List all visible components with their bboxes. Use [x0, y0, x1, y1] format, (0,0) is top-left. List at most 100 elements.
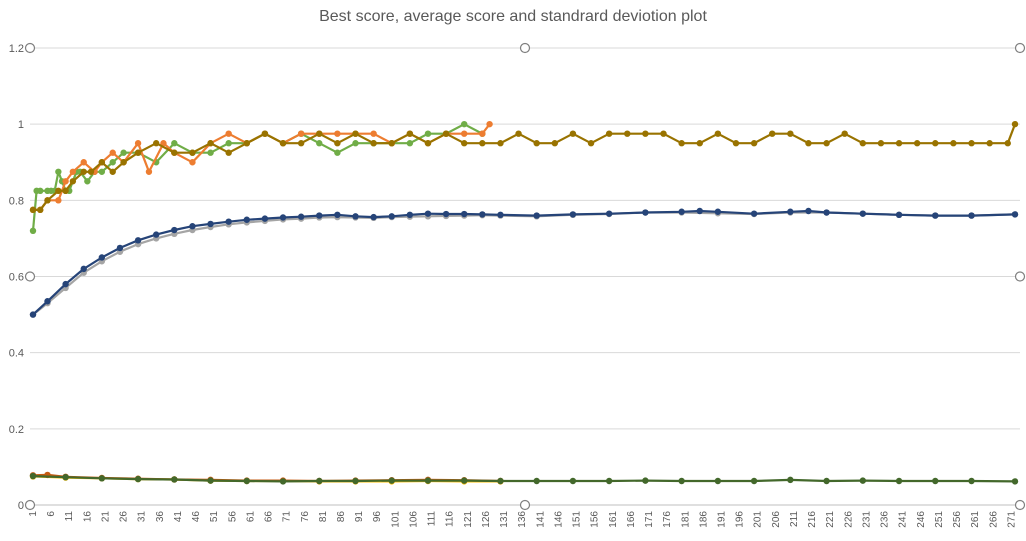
data-point [714, 477, 722, 485]
data-point [84, 178, 91, 185]
x-axis: 1 6 11 16 21 26 31 36 41 46 51 56 61 66 71 76 81 86 91 96 10… [28, 504, 1020, 528]
data-point [207, 140, 214, 147]
resize-handle[interactable] [24, 499, 36, 511]
data-point [352, 140, 359, 147]
data-point [696, 140, 703, 147]
resize-handle[interactable] [1014, 42, 1026, 54]
data-point [750, 477, 758, 485]
data-point [334, 130, 341, 137]
x-tick-label: 66 [264, 511, 275, 523]
x-tick-label: 246 [916, 511, 927, 528]
data-point [98, 475, 106, 482]
y-axis-ticks: 0 0.2 0.4 0.6 0.8 1 1.2 [9, 43, 24, 512]
data-point [823, 209, 830, 216]
data-point [29, 206, 37, 214]
data-point [55, 168, 62, 175]
data-point [297, 213, 305, 220]
data-point [87, 168, 95, 175]
series-line [32, 475, 1016, 483]
data-point [29, 227, 37, 234]
y-tick-label: 0.8 [9, 195, 24, 207]
resize-handle[interactable] [24, 271, 36, 282]
selection-handles[interactable] [24, 42, 1026, 511]
data-point [461, 210, 468, 218]
data-point [62, 280, 69, 288]
data-point [55, 187, 62, 195]
data-point [551, 140, 559, 147]
data-point [678, 140, 685, 147]
x-tick-label: 136 [517, 511, 528, 528]
data-point [968, 477, 975, 485]
resize-handle[interactable] [1014, 271, 1026, 282]
data-point [261, 215, 269, 222]
data-point [424, 130, 432, 137]
data-point [55, 197, 62, 204]
data-point [334, 140, 341, 147]
data-point [968, 140, 975, 147]
data-point [696, 207, 703, 215]
data-point [388, 477, 395, 484]
data-point [1011, 120, 1019, 128]
y-tick-label: 1.2 [9, 43, 24, 55]
data-point [424, 140, 432, 147]
data-point [497, 211, 504, 219]
data-point [109, 149, 116, 156]
data-point [1011, 211, 1019, 218]
data-point [171, 149, 178, 156]
data-point [533, 140, 540, 147]
x-tick-label: 46 [191, 511, 202, 523]
data-point [497, 140, 504, 147]
x-tick-label: 151 [572, 511, 583, 528]
y-tick-label: 0.2 [9, 424, 24, 436]
x-tick-label: 21 [100, 511, 111, 523]
x-tick-label: 271 [1006, 511, 1017, 528]
x-tick-label: 171 [644, 511, 655, 528]
data-point [80, 168, 87, 175]
data-point [189, 149, 196, 156]
data-point [171, 226, 178, 234]
data-point [486, 120, 493, 128]
series-4 [29, 207, 1019, 318]
x-tick-label: 211 [789, 511, 800, 527]
x-tick-label: 16 [82, 511, 93, 523]
y-tick-label: 0.4 [9, 348, 24, 360]
x-tick-label: 101 [390, 511, 401, 528]
data-point [913, 140, 921, 147]
series-7 [29, 472, 1019, 485]
data-point [243, 216, 250, 223]
data-point [714, 208, 722, 215]
data-point [207, 149, 214, 156]
data-point [406, 140, 414, 147]
data-point [334, 211, 341, 219]
resize-handle[interactable] [1014, 499, 1026, 511]
data-point [895, 211, 903, 219]
x-tick-label: 76 [300, 511, 311, 523]
data-point [714, 130, 722, 137]
data-point [44, 197, 51, 204]
x-tick-label: 186 [698, 511, 709, 528]
data-point [134, 475, 142, 483]
x-tick-label: 36 [155, 511, 166, 523]
x-tick-label: 196 [735, 511, 746, 528]
x-tick-label: 11 [64, 511, 75, 522]
data-point [461, 120, 468, 128]
x-tick-label: 176 [662, 511, 673, 528]
data-point [406, 211, 414, 219]
data-point [605, 210, 613, 217]
x-tick-label: 41 [173, 511, 184, 523]
data-point [69, 178, 77, 185]
data-point [134, 140, 142, 147]
data-point [352, 213, 359, 220]
data-point [80, 265, 87, 273]
x-tick-label: 166 [626, 511, 637, 528]
resize-handle[interactable] [519, 499, 531, 511]
resize-handle[interactable] [519, 42, 531, 54]
series-line [32, 209, 1016, 316]
series-3 [29, 209, 1019, 318]
data-point [370, 130, 377, 137]
resize-handle[interactable] [24, 42, 36, 54]
data-point [134, 237, 142, 244]
data-point [388, 140, 395, 147]
x-tick-label: 6 [46, 511, 57, 517]
x-tick-label: 156 [590, 511, 601, 528]
